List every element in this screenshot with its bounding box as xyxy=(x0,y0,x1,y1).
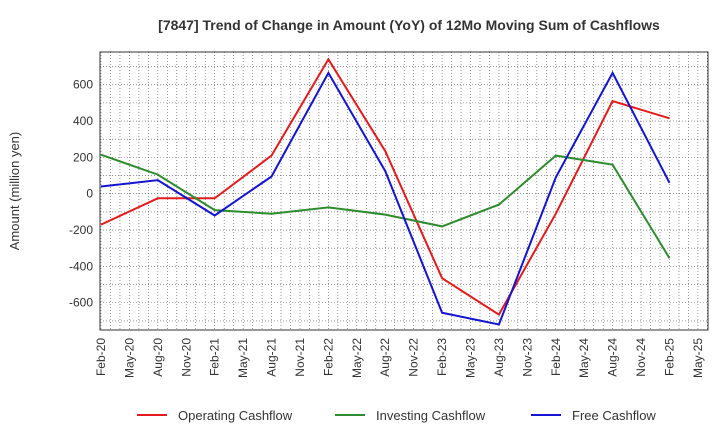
y-tick-label: 600 xyxy=(73,78,93,92)
y-axis-label: Amount (million yen) xyxy=(7,132,22,251)
x-tick-labels: Feb-20 May-20 Aug-20 Nov-20 Feb-21 May-21 Aug-… xyxy=(94,338,705,378)
y-tick-label: 200 xyxy=(73,150,93,164)
y-tick-label: -200 xyxy=(69,223,93,237)
x-tick-label: Nov-22 xyxy=(407,338,421,377)
series-lines xyxy=(100,57,671,326)
x-tick-label: May-24 xyxy=(577,338,591,378)
x-tick-label: Nov-24 xyxy=(634,338,648,377)
x-tick-label: Nov-23 xyxy=(520,338,534,377)
x-tick-label: May-25 xyxy=(691,338,705,378)
x-tick-label: Aug-24 xyxy=(606,338,620,377)
x-tick-label: Aug-21 xyxy=(265,338,279,377)
grid xyxy=(100,52,708,330)
plot-frame xyxy=(99,51,709,331)
x-tick-label: May-22 xyxy=(350,338,364,378)
series-line-free-cashflow xyxy=(100,70,671,326)
x-tick-label: May-20 xyxy=(122,338,136,378)
legend-label-free-cashflow: Free Cashflow xyxy=(572,408,656,423)
x-tick-label: May-21 xyxy=(236,338,250,378)
y-tick-labels: 600 400 200 0 -200 -400 -600 xyxy=(69,78,93,310)
x-tick-label: Feb-24 xyxy=(549,338,563,376)
y-tick-label: 0 xyxy=(86,187,93,201)
y-tick-label: 400 xyxy=(73,114,93,128)
legend-label-operating-cashflow: Operating Cashflow xyxy=(178,408,293,423)
x-tick-label: Nov-20 xyxy=(179,338,193,377)
x-tick-label: Feb-20 xyxy=(94,338,108,376)
x-tick-label: Feb-23 xyxy=(435,338,449,376)
x-tick-label: Feb-21 xyxy=(208,338,222,376)
x-tick-label: Feb-22 xyxy=(321,338,335,376)
y-tick-label: -600 xyxy=(69,296,93,310)
x-tick-label: Nov-21 xyxy=(293,338,307,377)
x-tick-label: Aug-22 xyxy=(378,338,392,377)
x-tick-label: Aug-23 xyxy=(492,338,506,377)
chart-title: [7847] Trend of Change in Amount (YoY) o… xyxy=(158,17,660,33)
x-tick-label: Aug-20 xyxy=(151,338,165,377)
legend: Operating Cashflow Investing Cashflow Free… xyxy=(137,408,656,423)
legend-label-investing-cashflow: Investing Cashflow xyxy=(376,408,486,423)
series-line-investing-cashflow xyxy=(100,153,671,259)
x-tick-label: May-23 xyxy=(464,338,478,378)
x-tick-label: Feb-25 xyxy=(662,338,676,376)
y-tick-label: -400 xyxy=(69,259,93,273)
